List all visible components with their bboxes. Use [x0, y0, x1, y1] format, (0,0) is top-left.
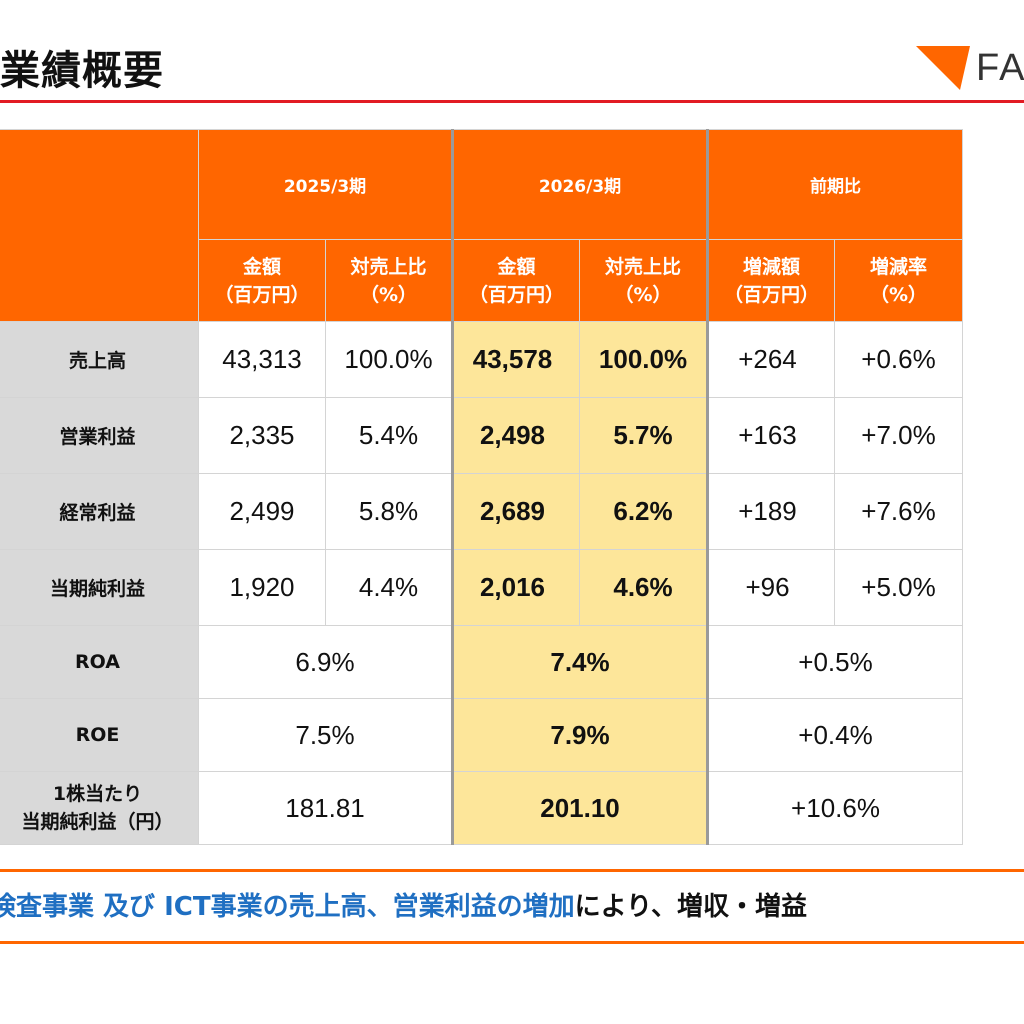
row-label: 営業利益 — [0, 397, 199, 474]
table-cell: 6.2% — [579, 473, 708, 550]
note-text: により、増収・増益 — [574, 892, 808, 922]
period-header-2026: 2026/3期 — [451, 129, 708, 240]
table-cell: 2,498 — [451, 397, 580, 474]
table-cell: 7.5% — [198, 698, 453, 772]
subheader-amount-2025: 金額 （百万円） — [198, 239, 326, 322]
note-highlight: 検査事業 及び ICT事業の売上高、営業利益の増加 — [0, 892, 575, 922]
row-label: 経常利益 — [0, 473, 199, 550]
results-table: 2025/3期 2026/3期 前期比 金額 （百万円） 対売上比 （%） 金額 （百… — [0, 129, 963, 845]
table-cell: 2,689 — [451, 473, 580, 550]
table-row-operating-profit: 営業利益 2,335 5.4% 2,498 5.7% +163 +7.0% — [0, 397, 963, 474]
table-cell: 5.4% — [325, 397, 453, 474]
table-cell: 43,578 — [451, 321, 580, 398]
page-title: 業績概要 — [0, 48, 164, 94]
table-cell: +0.4% — [706, 698, 963, 772]
table-cell: +10.6% — [706, 771, 963, 845]
table-cell: 5.8% — [325, 473, 453, 550]
subheader-ratio-2025: 対売上比 （%） — [325, 239, 453, 322]
logo-triangle-icon — [916, 46, 970, 90]
table-row-eps: 1株当たり 当期純利益（円） 181.81 201.10 +10.6% — [0, 771, 963, 845]
table-cell: 100.0% — [579, 321, 708, 398]
table-cell: 4.4% — [325, 549, 453, 626]
table-row-sales: 売上高 43,313 100.0% 43,578 100.0% +264 +0.… — [0, 321, 963, 398]
table-cell: +7.6% — [834, 473, 963, 550]
table-cell: 7.9% — [451, 698, 708, 772]
table-cell: +0.6% — [834, 321, 963, 398]
table-row-ordinary-profit: 経常利益 2,499 5.8% 2,689 6.2% +189 +7.6% — [0, 473, 963, 550]
table-subheader-row: 金額 （百万円） 対売上比 （%） 金額 （百万円） 対売上比 （%） 増減額 （百万円）… — [0, 239, 963, 322]
table-cell: 1,920 — [198, 549, 326, 626]
row-label: 売上高 — [0, 321, 199, 398]
table-cell: 2,335 — [198, 397, 326, 474]
table-row-net-income: 当期純利益 1,920 4.4% 2,016 4.6% +96 +5.0% — [0, 549, 963, 626]
row-label: 1株当たり 当期純利益（円） — [0, 771, 199, 845]
table-cell: 2,499 — [198, 473, 326, 550]
note-bottom-rule — [0, 941, 1024, 944]
table-cell: 6.9% — [198, 625, 453, 699]
table-row-roe: ROE 7.5% 7.9% +0.4% — [0, 698, 963, 772]
subheader-ratio-2026: 対売上比 （%） — [579, 239, 708, 322]
logo-text: FA — [976, 47, 1024, 89]
table-cell: 201.10 — [451, 771, 708, 845]
period-header-yoy: 前期比 — [706, 129, 963, 240]
table-header-row: 2025/3期 2026/3期 前期比 — [0, 129, 963, 322]
table-cell: 181.81 — [198, 771, 453, 845]
summary-note: 検査事業 及び ICT事業の売上高、営業利益の増加により、増収・増益 — [0, 887, 807, 927]
table-cell: 43,313 — [198, 321, 326, 398]
row-label: ROE — [0, 698, 199, 772]
table-cell: 7.4% — [451, 625, 708, 699]
subheader-change-amount: 増減額 （百万円） — [706, 239, 835, 322]
table-cell: 4.6% — [579, 549, 708, 626]
table-cell: 5.7% — [579, 397, 708, 474]
table-cell: 100.0% — [325, 321, 453, 398]
table-cell: +96 — [706, 549, 835, 626]
subheader-change-rate: 増減率 （%） — [834, 239, 963, 322]
table-row-roa: ROA 6.9% 7.4% +0.5% — [0, 625, 963, 699]
subheader-amount-2026: 金額 （百万円） — [451, 239, 580, 322]
header-corner — [0, 129, 199, 322]
table-cell: +5.0% — [834, 549, 963, 626]
row-label: 当期純利益 — [0, 549, 199, 626]
table-cell: +189 — [706, 473, 835, 550]
table-cell: +7.0% — [834, 397, 963, 474]
period-header-2025: 2025/3期 — [198, 129, 453, 240]
table-cell: 2,016 — [451, 549, 580, 626]
note-top-rule — [0, 869, 1024, 872]
title-divider — [0, 100, 1024, 103]
row-label: ROA — [0, 625, 199, 699]
table-cell: +163 — [706, 397, 835, 474]
table-cell: +264 — [706, 321, 835, 398]
table-cell: +0.5% — [706, 625, 963, 699]
